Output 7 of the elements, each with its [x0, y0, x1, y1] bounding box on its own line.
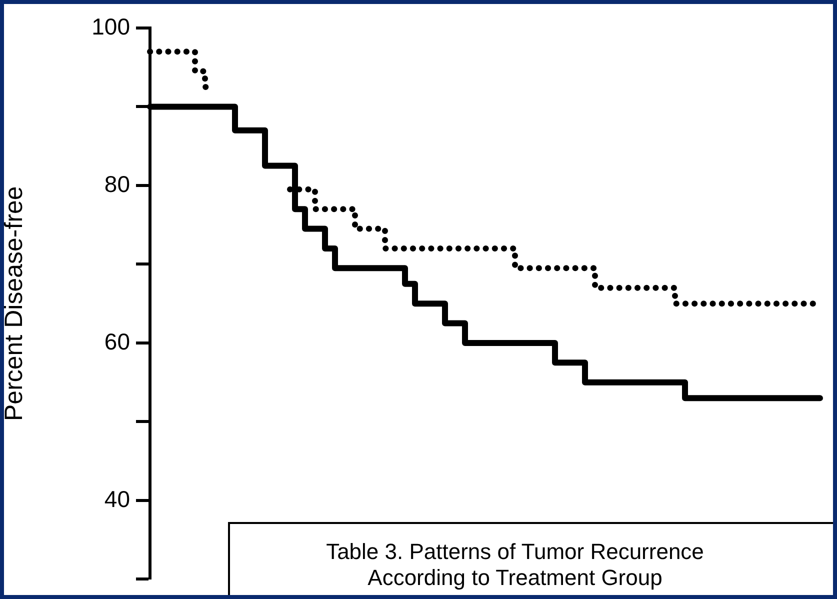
y-axis-title: Percent Disease-free — [0, 186, 28, 422]
y-tick-label: 80 — [104, 170, 130, 197]
annotation: According to Treatment Group — [366, 565, 664, 590]
y-tick-label: 60 — [104, 328, 130, 354]
y-tick-label: 100 — [92, 13, 130, 40]
annotation: Table 3. Patterns of Tumor Recurrence — [325, 539, 705, 564]
y-tick-label: 40 — [104, 486, 130, 512]
